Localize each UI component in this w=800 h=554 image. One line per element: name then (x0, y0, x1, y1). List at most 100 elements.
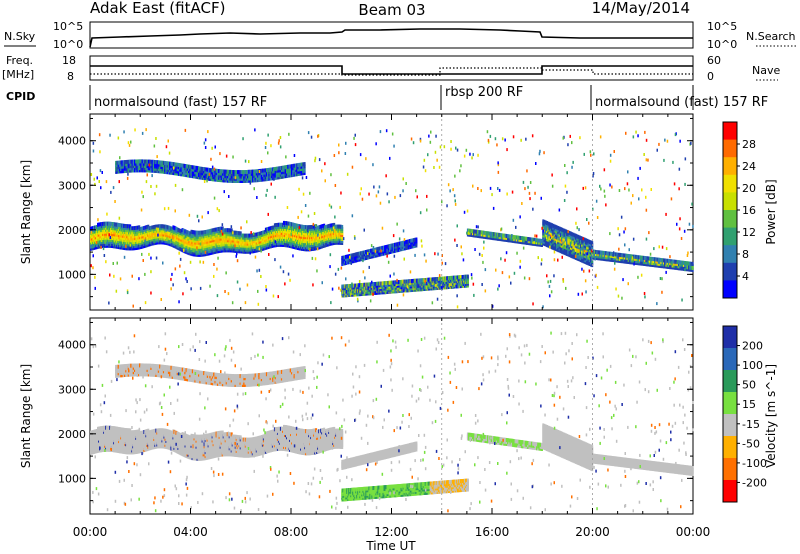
power-echo-far (177, 163, 180, 167)
power-echo-far (115, 163, 118, 168)
power-echo-far (123, 160, 126, 165)
power-echo-far (120, 169, 123, 174)
power-echo-far (139, 166, 141, 171)
power-echo-main (321, 226, 324, 231)
power-echo-far (171, 162, 174, 166)
power-echo-far (170, 161, 173, 166)
power-echo-far (140, 166, 143, 171)
power-echo-mid (415, 237, 418, 242)
power-echo-far (137, 163, 140, 168)
power-echo-far (139, 168, 141, 173)
cpid-segment-2: rbsp 200 RF (445, 85, 523, 100)
power-echo-far (159, 160, 162, 165)
power-echo-far (128, 164, 131, 169)
power-echo-far (160, 165, 163, 169)
power-echo-far (144, 168, 146, 173)
power-echo-far (179, 169, 182, 174)
power-echo-far (170, 170, 173, 175)
power-echo-far (185, 164, 188, 169)
power-echo-far (144, 164, 146, 168)
power-echo-far (135, 161, 138, 166)
power-echo-far (167, 168, 170, 173)
power-echo-far (180, 167, 183, 172)
power-echo-main (119, 223, 122, 228)
power-echo-far (123, 169, 126, 173)
power-echo-main (279, 222, 282, 227)
power-echo-far (155, 160, 158, 165)
power-echo-far (160, 162, 163, 167)
power-echo-far (156, 162, 159, 167)
power-echo-main (159, 224, 162, 229)
power-echo-far (159, 162, 162, 167)
power-echo-far (154, 162, 157, 167)
freq-tick-top: 18 (62, 54, 76, 67)
power-echo-far (166, 168, 169, 172)
power-echo-far (140, 168, 143, 173)
power-echo-far (115, 160, 118, 165)
power-echo-far (184, 164, 187, 168)
power-echo-far (131, 166, 134, 171)
power-echo-far (183, 166, 185, 170)
power-echo-far (120, 164, 123, 169)
power-echo-far (128, 162, 131, 166)
power-echo-far (147, 159, 150, 164)
power-echo-far (126, 166, 129, 171)
power-echo-far (169, 163, 172, 168)
power-echo-far (180, 172, 183, 177)
power-echo-far (144, 161, 146, 166)
power-echo-far (184, 172, 187, 177)
power-echo-far (156, 166, 159, 171)
power-echo-far (162, 167, 165, 172)
power-echo-far (186, 173, 189, 178)
power-echo-far (131, 168, 134, 173)
power-echo-far (144, 159, 146, 164)
nsky-label: N.Sky (4, 30, 36, 43)
nave-tick-top: 60 (707, 54, 721, 67)
power-echo-far (146, 164, 149, 168)
power-echo-far (185, 166, 188, 171)
nsearch-tick-top: 10^5 (707, 20, 737, 33)
power-echo-far (135, 168, 138, 173)
power-echo-far (174, 171, 177, 176)
power-echo-far (134, 164, 136, 168)
power-echo-far (169, 168, 172, 173)
power-echo-near (466, 274, 469, 279)
power-echo-far (159, 169, 162, 174)
power-echo-far (177, 167, 180, 172)
power-echo-main (301, 226, 303, 231)
power-echo-far (132, 168, 135, 173)
power-echo-far (154, 168, 157, 173)
power-echo-far (176, 167, 179, 172)
power-echo-far (147, 166, 150, 171)
power-echo-far (125, 168, 128, 173)
power-echo-far (116, 169, 119, 174)
power-echo-far (115, 167, 118, 172)
power-echo-far (141, 161, 144, 166)
power-echo-far (121, 164, 124, 169)
power-echo-far (130, 159, 133, 164)
power-echo-far (140, 161, 143, 166)
power-echo-far (131, 159, 134, 164)
power-echo-far (162, 169, 165, 174)
power-echo-far (156, 169, 159, 174)
power-echo-far (167, 170, 170, 175)
power-echo-far (118, 169, 121, 174)
power-echo-far (172, 164, 175, 169)
power-echo-far (116, 163, 119, 167)
power-echo-far (150, 159, 153, 164)
power-echo-far (174, 169, 177, 174)
power-echo-far (118, 167, 121, 172)
power-echo-far (157, 167, 160, 171)
power-echo-far (181, 168, 184, 173)
power-echo-far (145, 166, 148, 171)
power-echo-far (149, 168, 151, 173)
freq-unit: [MHz] (2, 68, 34, 81)
power-echo-far (128, 166, 131, 171)
power-echo-far (132, 159, 135, 164)
power-echo-far (179, 172, 182, 177)
power-echo-far (126, 164, 129, 169)
power-echo-far (183, 163, 185, 168)
power-echo-far (118, 160, 121, 165)
power-echo-far (134, 168, 136, 173)
